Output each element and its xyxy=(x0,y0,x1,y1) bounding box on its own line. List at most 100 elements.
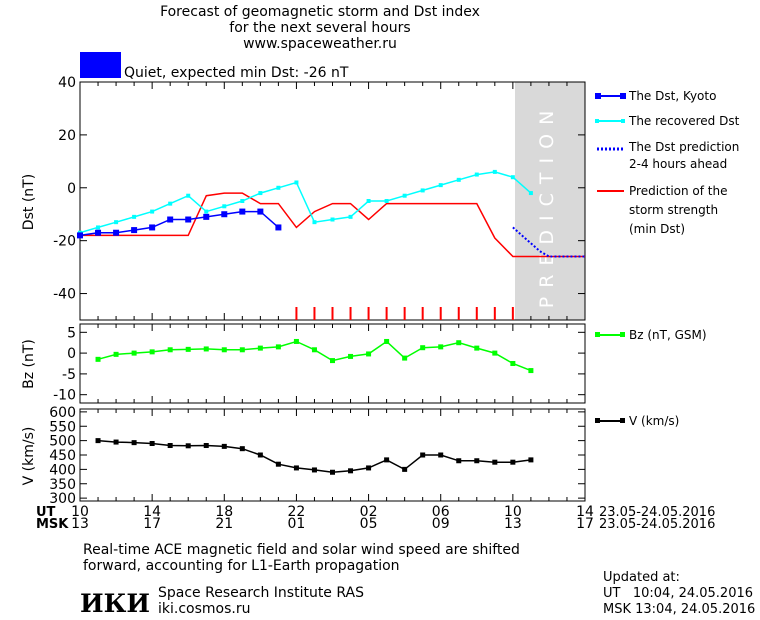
v-point xyxy=(348,468,354,474)
kyoto-dst-point xyxy=(77,232,83,239)
svg-text:PREDICTION: PREDICTION xyxy=(536,102,558,309)
bz-plot-frame xyxy=(79,323,586,404)
recovered-dst-point xyxy=(294,180,299,185)
msk-tick-label: 13 xyxy=(71,516,89,532)
recovered-dst-point xyxy=(312,220,317,225)
legend-bz: Bz (nT, GSM) xyxy=(595,328,707,342)
bz-y-label: Bz (nT) xyxy=(21,339,37,389)
v-point xyxy=(438,452,444,458)
updated-label: Updated at: xyxy=(603,570,680,585)
msk-tick-label: 13 xyxy=(504,516,522,532)
recovered-dst-point xyxy=(240,199,245,203)
bz-series xyxy=(95,338,534,374)
recovered-dst-point xyxy=(402,193,407,198)
v-point xyxy=(185,443,191,449)
time-axis: UT MSK 23.05-24.05.2016 23.05-24.05.2016… xyxy=(36,504,715,532)
bz-point xyxy=(366,351,372,357)
legend-dst-kyoto: The Dst, Kyoto xyxy=(595,89,716,103)
v-y-label: V (km/s) xyxy=(21,427,37,486)
bz-point xyxy=(510,361,516,366)
v-series xyxy=(95,438,534,475)
ut-tick-label: 18 xyxy=(215,504,233,520)
ut-tick-label: 10 xyxy=(71,504,89,520)
bz-point xyxy=(239,347,245,353)
msk-tick-label: 21 xyxy=(215,516,233,532)
svg-text:Dst (nT): Dst (nT) xyxy=(21,174,37,230)
recovered-dst-point xyxy=(114,220,119,225)
dst-y-label: Dst (nT) xyxy=(21,174,37,230)
updated-msk: MSK 13:04, 24.05.2016 xyxy=(603,602,755,617)
footer-note-2: forward, accounting for L1-Earth propaga… xyxy=(83,558,400,574)
bz-point xyxy=(113,351,119,357)
recovered-dst-point xyxy=(150,209,155,214)
svg-text:The recovered Dst: The recovered Dst xyxy=(628,114,740,128)
recovered-dst-point xyxy=(348,214,353,219)
ut-tick-label: 14 xyxy=(143,504,161,520)
recovered-dst-point xyxy=(276,185,281,190)
msk-tick-label: 01 xyxy=(288,516,306,532)
v-point xyxy=(528,457,534,463)
legend-dst-prediction: The Dst prediction 2-4 hours ahead xyxy=(597,140,739,171)
v-point xyxy=(366,465,372,471)
msk-tick-label: 17 xyxy=(143,516,161,532)
ut-tick-label: 02 xyxy=(360,504,378,520)
bz-point xyxy=(275,344,281,350)
v-point xyxy=(311,467,317,473)
v-y-tick-label: 550 xyxy=(49,419,76,435)
legend-storm-strength: Prediction of the storm strength (min Ds… xyxy=(597,184,728,236)
v-point xyxy=(492,459,498,465)
institute-name: Space Research Institute RAS xyxy=(158,585,364,601)
footer-note-1: Real-time ACE magnetic field and solar w… xyxy=(83,542,520,558)
kyoto-dst-point xyxy=(95,229,102,236)
v-point xyxy=(384,457,390,463)
kyoto-dst-point xyxy=(167,216,174,223)
v-point xyxy=(402,466,408,472)
bz-point xyxy=(293,338,299,344)
bz-y-tick-label: 0 xyxy=(67,346,76,362)
bz-point xyxy=(221,347,227,353)
v-x-ticks xyxy=(79,409,586,501)
svg-text:The Dst, Kyoto: The Dst, Kyoto xyxy=(628,89,716,103)
kyoto-dst-point xyxy=(257,208,264,215)
kyoto-dst-point xyxy=(149,224,156,231)
v-point xyxy=(167,443,173,449)
dst-y-tick-label: -40 xyxy=(53,287,76,303)
legend: The Dst, Kyoto The recovered Dst The Dst… xyxy=(595,89,740,236)
bz-point xyxy=(330,358,335,364)
ut-tick-label: 22 xyxy=(288,504,306,520)
ut-axis-label: UT xyxy=(36,505,56,520)
iki-logo: ИКИ xyxy=(80,589,150,618)
status-swatch xyxy=(80,52,121,78)
dst-x-ticks xyxy=(79,82,586,320)
v-point xyxy=(474,458,480,464)
bz-point xyxy=(402,355,408,361)
kyoto-dst-point xyxy=(239,208,246,215)
bz-point xyxy=(528,368,534,374)
bz-point xyxy=(384,338,390,344)
recovered-dst-point xyxy=(456,177,461,182)
recovered-dst-point xyxy=(510,175,515,180)
kyoto-dst-point xyxy=(221,211,228,218)
svg-text:V (km/s): V (km/s) xyxy=(629,414,679,428)
svg-text:2-4 hours ahead: 2-4 hours ahead xyxy=(629,157,727,171)
institute-site: iki.cosmos.ru xyxy=(158,601,250,617)
bz-point xyxy=(311,347,317,353)
svg-text:Bz (nT): Bz (nT) xyxy=(21,339,37,389)
storm-markers xyxy=(295,307,514,320)
bz-y-tick-label: -5 xyxy=(62,367,76,383)
recovered-dst-point xyxy=(132,214,137,219)
v-point xyxy=(239,446,245,452)
dst-y-tick-label: -20 xyxy=(53,234,76,250)
v-point xyxy=(510,459,516,465)
bz-line xyxy=(97,340,532,372)
msk-tick-label: 17 xyxy=(576,516,594,532)
v-point xyxy=(149,441,155,446)
bz-point xyxy=(492,350,498,356)
status-text: Quiet, expected min Dst: -26 nT xyxy=(124,65,349,81)
v-point xyxy=(293,465,299,471)
v-y-tick-label: 400 xyxy=(49,462,76,478)
bz-point xyxy=(456,340,462,346)
v-y-tick-label: 500 xyxy=(49,434,76,450)
